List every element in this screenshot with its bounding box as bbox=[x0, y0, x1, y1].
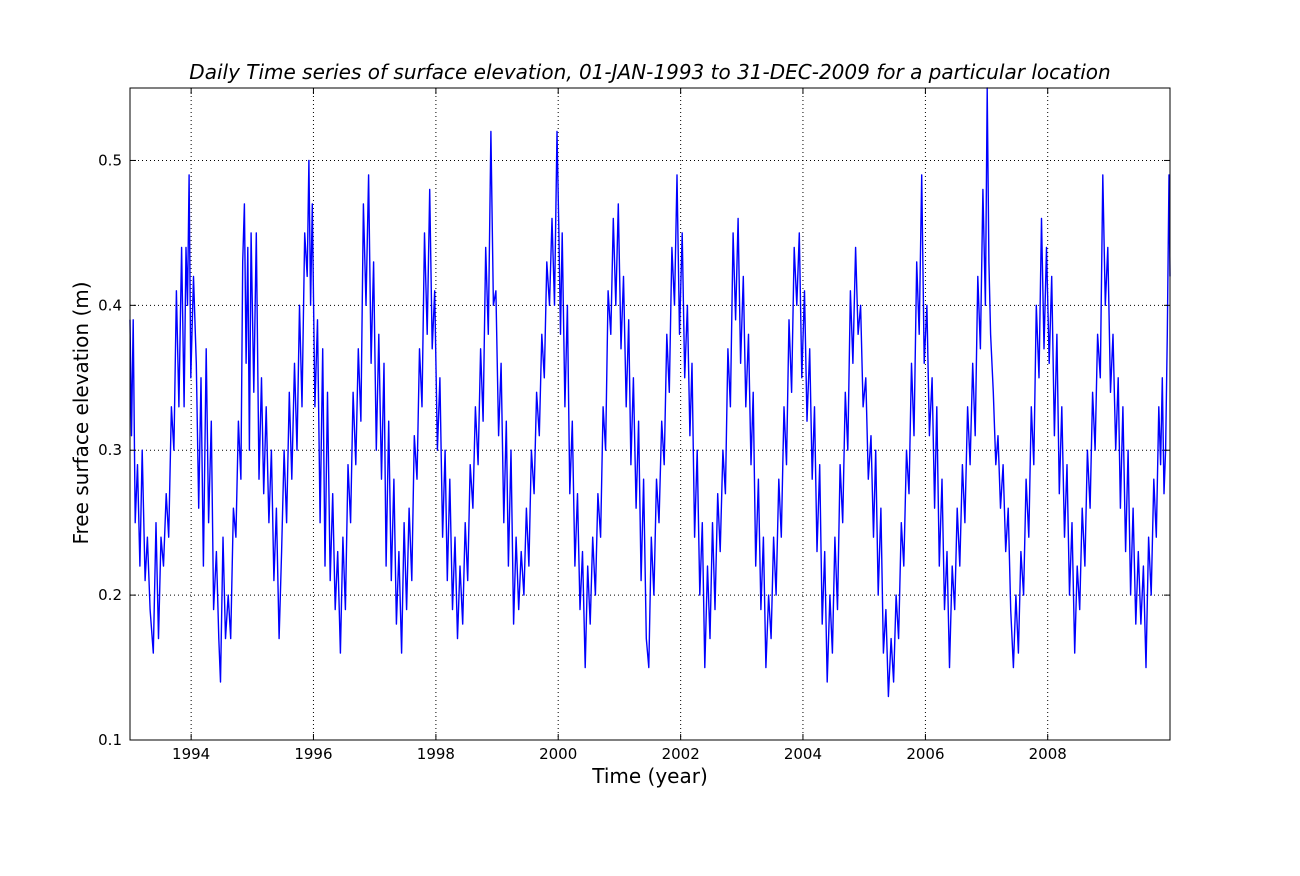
x-tick-label: 2006 bbox=[906, 745, 944, 763]
plot-area-frame bbox=[129, 87, 1171, 741]
y-axis-tick-labels: 0.1 0.2 0.3 0.4 0.5 bbox=[98, 151, 122, 749]
x-tick-label: 1994 bbox=[172, 745, 210, 763]
y-tick-label: 0.3 bbox=[98, 441, 122, 459]
x-tick-label: 2004 bbox=[784, 745, 822, 763]
series-line-0 bbox=[129, 87, 1171, 698]
y-axis-label: Free surface elevation (m) bbox=[69, 281, 93, 544]
y-tick-label: 0.2 bbox=[98, 586, 122, 604]
x-tick-label: 2008 bbox=[1029, 745, 1067, 763]
x-tick-label: 1998 bbox=[417, 745, 455, 763]
x-tick-label: 2002 bbox=[662, 745, 700, 763]
y-tick-label: 0.4 bbox=[98, 296, 122, 314]
x-tick-label: 2000 bbox=[539, 745, 577, 763]
chart-title: Daily Time series of surface elevation, … bbox=[189, 60, 1110, 84]
x-axis-tick-labels: 1994 1996 1998 2000 2002 2004 2006 2008 bbox=[172, 745, 1067, 763]
x-axis-label: Time (year) bbox=[591, 764, 708, 788]
series-layer bbox=[129, 87, 1171, 698]
axis-ticks bbox=[130, 88, 1170, 741]
x-tick-label: 1996 bbox=[294, 745, 332, 763]
y-tick-label: 0.1 bbox=[98, 731, 122, 749]
y-tick-label: 0.5 bbox=[98, 151, 122, 169]
